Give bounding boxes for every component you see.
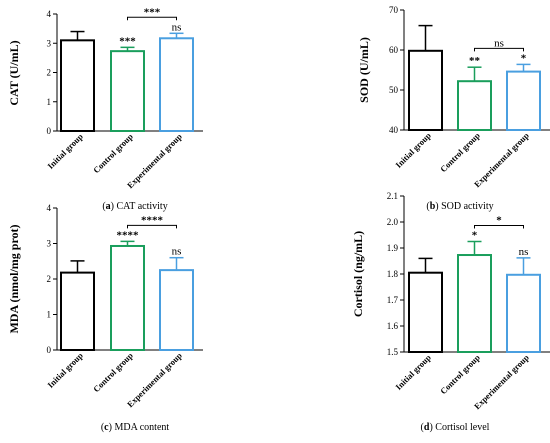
panel-a-bar xyxy=(159,37,194,133)
panel-b-significance-mark: * xyxy=(521,52,527,64)
panel-d-significance-mark: * xyxy=(472,230,478,242)
panel-d-caption: (d) Cortisol level xyxy=(421,422,490,433)
panel-a-y-tick-label: 0 xyxy=(47,126,52,136)
panel-b-bar xyxy=(457,80,492,131)
panel-c-significance-mark: ns xyxy=(172,246,182,258)
panel-d-y-tick-label: 2.0 xyxy=(387,217,399,227)
panel-d-category-label: Control group xyxy=(438,352,482,396)
panel-b-caption: (b) SOD activity xyxy=(426,201,493,212)
panel-c-bar xyxy=(60,271,95,351)
panel-a-y-tick-label: 3 xyxy=(47,38,52,48)
panel-a-category-label: Experimental group xyxy=(125,131,184,190)
panel-c-y-axis-label: MDA (nmol/mg prot) xyxy=(7,224,21,333)
panel-a-category-label: Control group xyxy=(91,131,135,175)
panel-d-bar xyxy=(457,254,492,354)
panel-b-bracket-label: ns xyxy=(494,37,504,49)
panel-b-category-label: Initial group xyxy=(393,130,433,170)
panel-d-bracket-label: * xyxy=(496,215,502,227)
panel-d-bar xyxy=(408,271,443,354)
panel-a-y-tick-label: 2 xyxy=(47,68,52,78)
panel-b-y-tick-label: 50 xyxy=(389,85,399,95)
panel-a-y-tick-label: 4 xyxy=(47,9,52,19)
panel-a-significance-mark: ns xyxy=(172,21,182,33)
panel-b-y-tick-label: 40 xyxy=(389,125,399,135)
panel-c-y-tick-label: 3 xyxy=(47,239,52,249)
panel-c-comparison-bracket xyxy=(127,224,177,229)
panel-a-caption: (a) CAT activity xyxy=(102,201,167,212)
panel-d-y-tick-label: 1.8 xyxy=(387,269,399,279)
panel-a-y-axis-label: CAT (U/mL) xyxy=(7,40,21,105)
panel-a-significance-mark: *** xyxy=(119,35,136,47)
panel-b-category-label: Experimental group xyxy=(472,130,531,189)
panel-b-bar xyxy=(506,70,541,131)
panel-a-bar xyxy=(60,39,95,133)
panel-b-significance-mark: ** xyxy=(469,55,481,67)
panel-c-y-tick-label: 0 xyxy=(47,345,52,355)
panel-c-y-tick-label: 1 xyxy=(47,310,52,320)
panel-b-y-tick-label: 60 xyxy=(389,45,399,55)
panel-a-bar xyxy=(110,50,145,132)
panel-c-category-label: Control group xyxy=(91,350,135,394)
panel-d-y-tick-label: 1.7 xyxy=(387,295,399,305)
panel-c-category-label: Experimental group xyxy=(125,350,184,409)
panel-a-category-label: Initial group xyxy=(45,131,85,171)
panel-c-y-tick-label: 4 xyxy=(47,203,52,213)
panel-b-bar xyxy=(408,49,443,131)
panel-c-y-tick-label: 2 xyxy=(47,274,52,284)
panel-b-category-label: Control group xyxy=(438,130,482,174)
panel-a-y-tick-label: 1 xyxy=(47,97,52,107)
panel-c-significance-mark: **** xyxy=(117,229,140,241)
panel-d-y-axis-label: Cortisol (ng/mL) xyxy=(351,231,365,317)
panel-b-comparison-bracket xyxy=(474,47,524,52)
panel-c-bar xyxy=(159,269,194,351)
panel-d-comparison-bracket xyxy=(474,225,524,229)
panel-a-bracket-label: *** xyxy=(144,6,161,18)
panel-c-bar xyxy=(110,244,145,351)
panel-c-bracket-label: **** xyxy=(141,214,164,226)
panel-c-category-label: Initial group xyxy=(45,350,85,390)
panel-d-y-tick-label: 1.5 xyxy=(387,347,399,357)
panel-b-y-tick-label: 70 xyxy=(389,5,399,15)
panel-d-y-tick-label: 1.6 xyxy=(387,321,399,331)
panel-d-significance-mark: ns xyxy=(519,246,529,258)
panel-d-y-tick-label: 1.9 xyxy=(387,243,399,253)
panel-d-bar xyxy=(506,273,541,353)
panel-a-comparison-bracket xyxy=(127,16,177,21)
panel-b-y-axis-label: SOD (U/mL) xyxy=(357,37,371,103)
panel-d-category-label: Experimental group xyxy=(472,352,531,411)
panel-c-caption: (c) MDA content xyxy=(101,422,170,433)
panel-d-category-label: Initial group xyxy=(393,352,433,392)
panel-d-y-tick-label: 2.1 xyxy=(387,191,398,201)
